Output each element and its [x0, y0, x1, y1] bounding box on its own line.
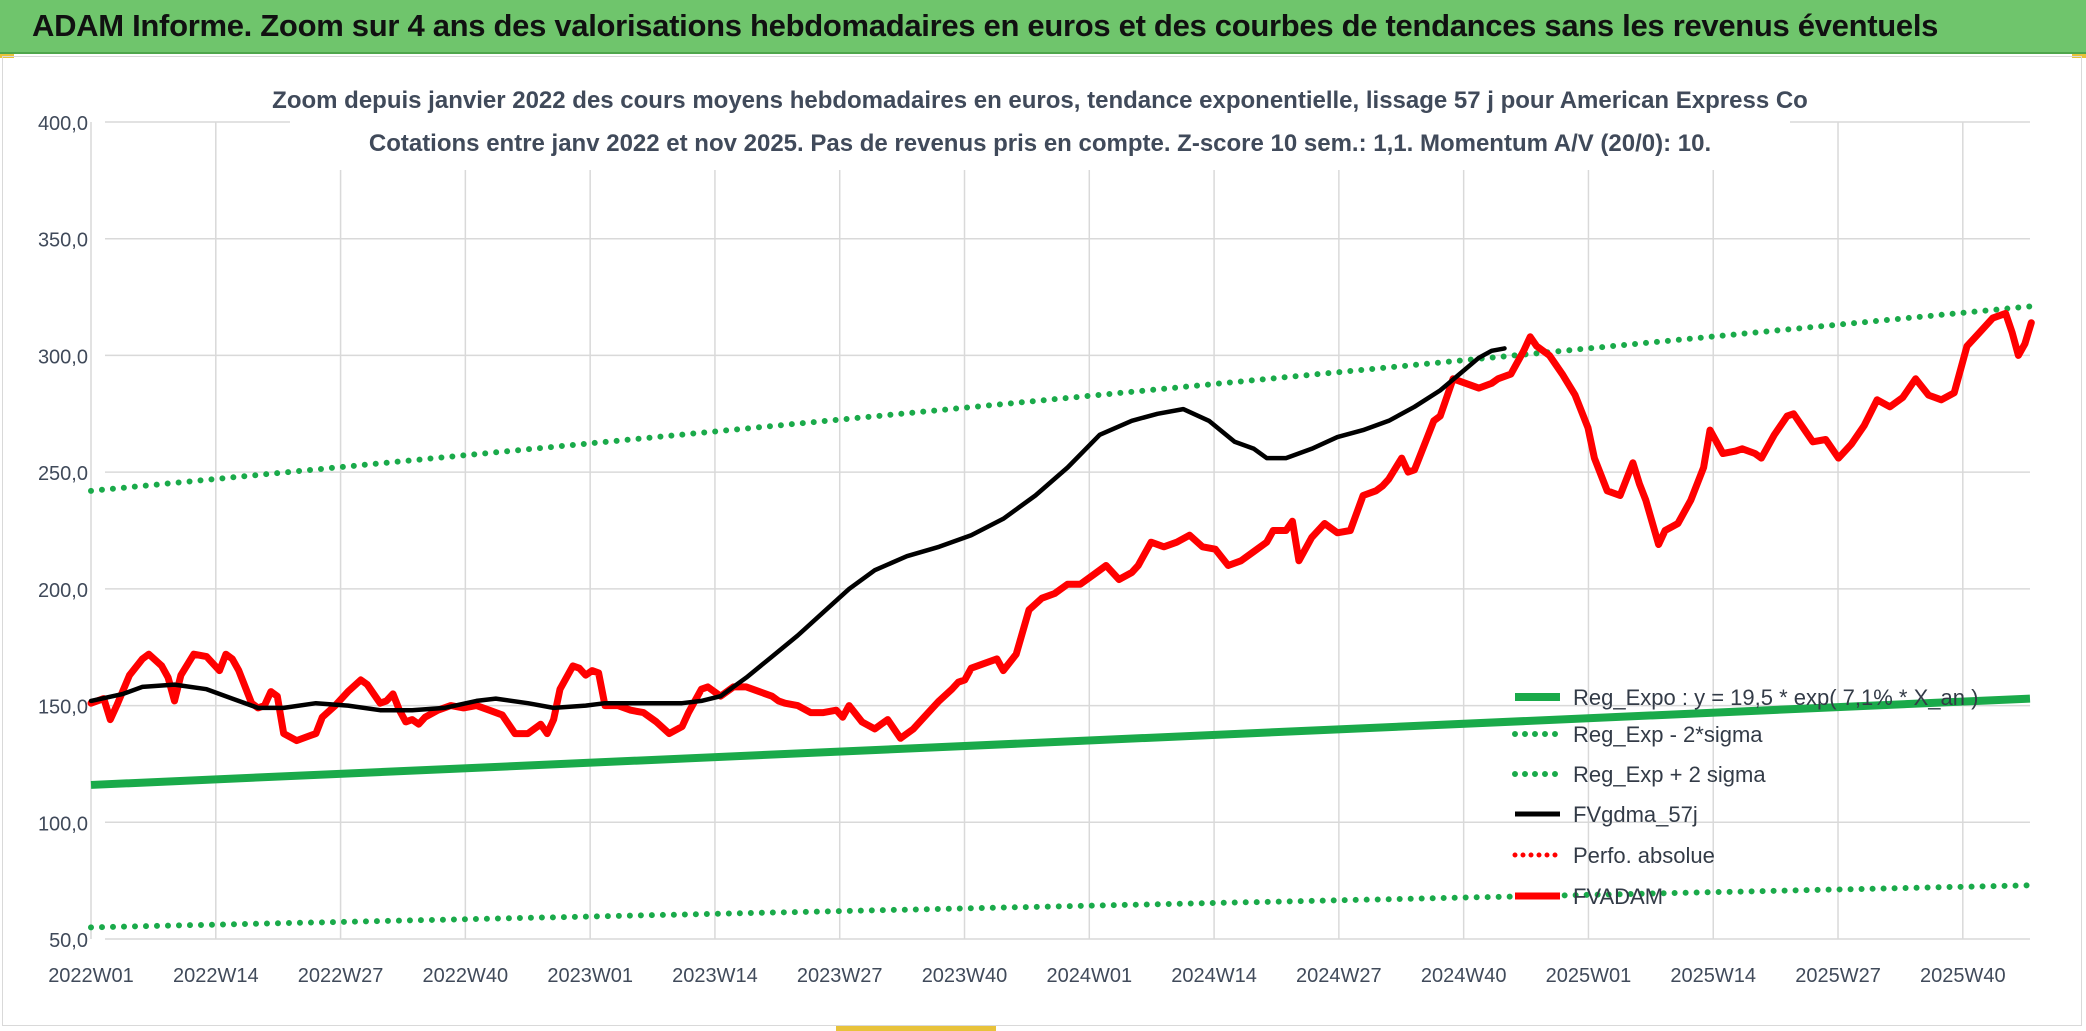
- y-tick-label: 100,0: [38, 813, 88, 835]
- x-tick-label: 2023W01: [547, 965, 633, 987]
- legend-label-reg_expo: Reg_Expo : y = 19,5 * exp( 7,1% * X_an ): [1573, 685, 1978, 710]
- y-tick-label: 150,0: [38, 697, 88, 719]
- x-tick-label: 2022W40: [423, 965, 509, 987]
- y-tick-label: 50,0: [49, 930, 88, 952]
- legend-label-perfo: Perfo. absolue: [1573, 843, 1715, 868]
- y-tick-label: 400,0: [38, 113, 88, 135]
- report-title: ADAM Informe. Zoom sur 4 ans des valoris…: [32, 8, 1939, 43]
- report-banner: ADAM Informe. Zoom sur 4 ans des valoris…: [0, 0, 2086, 54]
- x-tick-label: 2023W40: [922, 965, 1008, 987]
- x-axis-tick-labels: 2022W01 2022W14 2022W27 2022W40 2023W01 2023W…: [48, 965, 2005, 987]
- series-layer: [87, 303, 2035, 931]
- y-tick-label: 200,0: [38, 580, 88, 602]
- series-fvadam: [87, 309, 2035, 745]
- title-backdrop: [290, 74, 1790, 170]
- x-tick-label: 2024W40: [1421, 965, 1507, 987]
- y-axis-tick-labels: 50,0 100,0 150,0 200,0 250,0 300,0 350,0 400,0: [38, 113, 88, 952]
- x-tick-label: 2022W27: [298, 965, 384, 987]
- x-tick-label: 2025W14: [1670, 965, 1756, 987]
- series-reg-plus-2sigma: [88, 303, 2033, 494]
- x-tick-label: 2025W27: [1795, 965, 1881, 987]
- x-tick-label: 2024W27: [1296, 965, 1382, 987]
- chart-title: Zoom depuis janvier 2022 des cours moyen…: [272, 87, 1808, 114]
- y-tick-label: 300,0: [38, 346, 88, 368]
- x-tick-label: 2023W27: [797, 965, 883, 987]
- legend-label-reg_minus: Reg_Exp - 2*sigma: [1573, 722, 1763, 747]
- series-reg-expo: [90, 694, 2031, 789]
- legend-label-reg_plus: Reg_Exp + 2 sigma: [1573, 762, 1766, 787]
- x-tick-label: 2025W40: [1920, 965, 2006, 987]
- x-tick-label: 2025W01: [1546, 965, 1632, 987]
- x-tick-label: 2023W14: [672, 965, 758, 987]
- series-fvgdma-57j: [88, 346, 1507, 713]
- x-tick-label: 2024W01: [1046, 965, 1132, 987]
- series-reg-minus-2sigma: [88, 882, 2033, 931]
- vertical-gridlines: [90, 122, 1964, 939]
- legend-label-fvgdma: FVgdma_57j: [1573, 802, 1698, 827]
- y-tick-label: 350,0: [38, 230, 88, 252]
- chart-legend: Reg_Expo : y = 19,5 * exp( 7,1% * X_an )…: [1512, 685, 1978, 909]
- x-tick-label: 2022W14: [173, 965, 259, 987]
- scroll-marker: [836, 1026, 996, 1031]
- y-tick-label: 250,0: [38, 463, 88, 485]
- chart-subtitle: Cotations entre janv 2022 et nov 2025. P…: [369, 130, 1711, 157]
- legend-label-fvadam: FVADAM: [1573, 884, 1663, 909]
- horizontal-gridlines: [105, 121, 2030, 940]
- x-tick-label: 2024W14: [1171, 965, 1257, 987]
- x-tick-label: 2022W01: [48, 965, 134, 987]
- chart-frame: [2, 56, 2082, 1026]
